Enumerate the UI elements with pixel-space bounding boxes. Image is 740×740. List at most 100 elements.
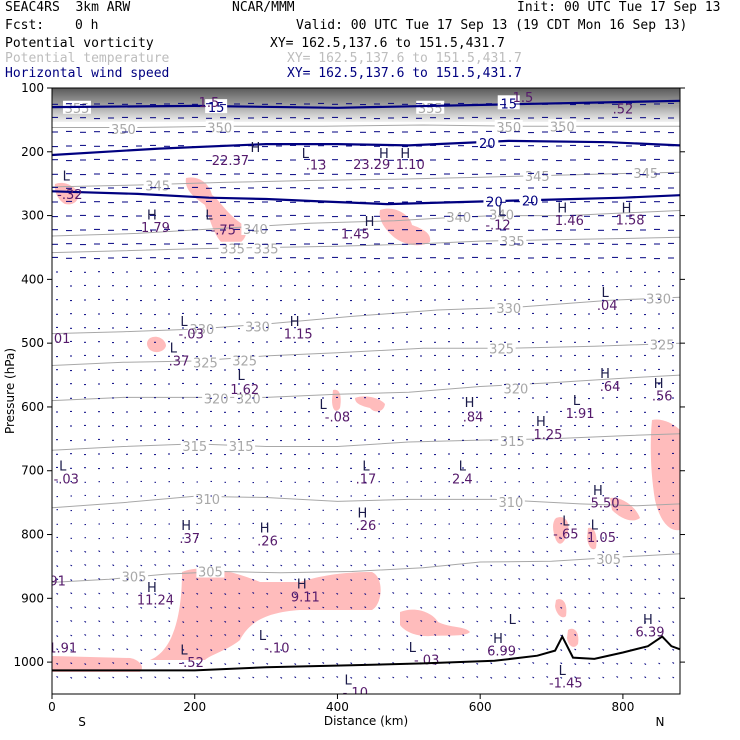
pv-value-label: .64 <box>600 380 621 395</box>
wind-vector <box>322 591 325 594</box>
low-marker: L <box>409 641 417 656</box>
wind-vector <box>238 592 241 595</box>
pv-value-label: 1.5 <box>199 96 220 111</box>
wind-vector <box>476 648 479 651</box>
wind-vector <box>336 662 339 665</box>
y-tick-label: 100 <box>21 81 44 95</box>
x-tick-label: 200 <box>183 700 206 714</box>
wind-label-bg <box>483 193 506 208</box>
wind-vector <box>196 550 199 553</box>
wind-vector <box>140 579 143 582</box>
wind-vector <box>462 551 465 554</box>
theta-contour-335 <box>52 236 680 254</box>
wind-vector <box>182 591 185 594</box>
wind-vector <box>140 619 143 622</box>
theta-label: 335 <box>500 235 525 250</box>
pv-value-label: -.08 <box>325 411 350 426</box>
high-marker: H <box>400 147 410 162</box>
wind-vector <box>378 634 381 637</box>
wind-vector <box>392 621 395 624</box>
wind-vector <box>126 605 129 608</box>
wind-vector <box>294 550 297 553</box>
pv-value-label: 1.62 <box>230 383 259 398</box>
pv-value-label: 6.99 <box>487 645 516 660</box>
wind-vector <box>392 591 395 594</box>
low-marker: L <box>573 394 581 409</box>
wind-vector <box>448 550 451 553</box>
wind-vector <box>588 607 591 610</box>
wind-vector <box>280 662 283 665</box>
wind-vector <box>532 564 535 567</box>
wind-vector <box>574 578 577 581</box>
theta-label-bg <box>234 391 263 405</box>
wind-vector <box>294 633 297 636</box>
theta-label-bg <box>193 491 222 505</box>
wind-vector <box>518 634 521 637</box>
wind-vector <box>588 634 591 637</box>
pv-value-label: 1.79 <box>141 221 170 236</box>
pv-fill-region <box>185 177 247 247</box>
wind-vector <box>210 579 213 582</box>
wind-vector <box>532 606 535 609</box>
wind-vector <box>574 676 577 679</box>
wind-vector <box>336 620 339 623</box>
wind-speed-label: 20 <box>486 196 503 211</box>
wind-vector <box>350 619 353 622</box>
low-marker: L <box>459 460 467 475</box>
pv-value-label: 1.91 <box>48 642 77 657</box>
theta-label: 325 <box>232 354 257 369</box>
low-marker: L <box>180 643 188 658</box>
wind-vector <box>476 592 479 595</box>
wind-vector <box>434 676 437 679</box>
low-marker: L <box>498 205 506 220</box>
wind-vector <box>630 549 633 552</box>
wind-vector <box>420 649 423 652</box>
wind-vector <box>630 676 633 679</box>
pv-value-label: 9.11 <box>291 591 320 606</box>
wind-vector <box>70 549 73 552</box>
wind-vector <box>448 607 451 610</box>
wind-vector <box>420 579 423 582</box>
wind-vector <box>336 605 339 608</box>
high-marker: H <box>622 201 632 216</box>
wind-vector <box>518 550 521 553</box>
wind-vector <box>196 635 199 638</box>
wind-vector <box>602 621 605 624</box>
wind-vector <box>308 550 311 553</box>
theta-label: 350 <box>550 120 575 135</box>
wind-vector <box>252 621 255 624</box>
wind-vector <box>224 593 227 596</box>
wind-vector <box>602 578 605 581</box>
field-xy-theta: XY= 162.5,137.6 to 151.5,431.7 <box>287 51 522 66</box>
wind-vector <box>126 675 129 678</box>
wind-vector <box>406 675 409 678</box>
wind-vector <box>56 620 59 623</box>
wind-vector <box>560 579 563 582</box>
y-tick-label: 1000 <box>13 655 44 669</box>
wind-vector <box>56 605 59 608</box>
wind-vector <box>434 648 437 651</box>
wind-vector <box>630 634 633 637</box>
wind-vector <box>658 634 661 637</box>
wind-speed-contour-15 <box>52 99 680 109</box>
wind-vector <box>560 619 563 622</box>
wind-vector <box>154 578 157 581</box>
theta-label-bg <box>180 438 209 452</box>
wind-vector <box>602 606 605 609</box>
wind-vector <box>322 621 325 624</box>
wind-vector <box>574 593 577 596</box>
wind-vector <box>322 564 325 567</box>
low-marker: L <box>170 342 178 357</box>
wind-vector <box>434 606 437 609</box>
wind-vector <box>252 578 255 581</box>
theta-label-bg <box>494 119 523 133</box>
wind-vector <box>84 648 87 651</box>
wind-vector <box>672 551 675 554</box>
wind-vector <box>658 647 661 650</box>
theta-label-bg <box>548 119 577 133</box>
wind-vector <box>70 619 73 622</box>
wind-vector <box>182 606 185 609</box>
theta-label: 305 <box>198 566 223 581</box>
